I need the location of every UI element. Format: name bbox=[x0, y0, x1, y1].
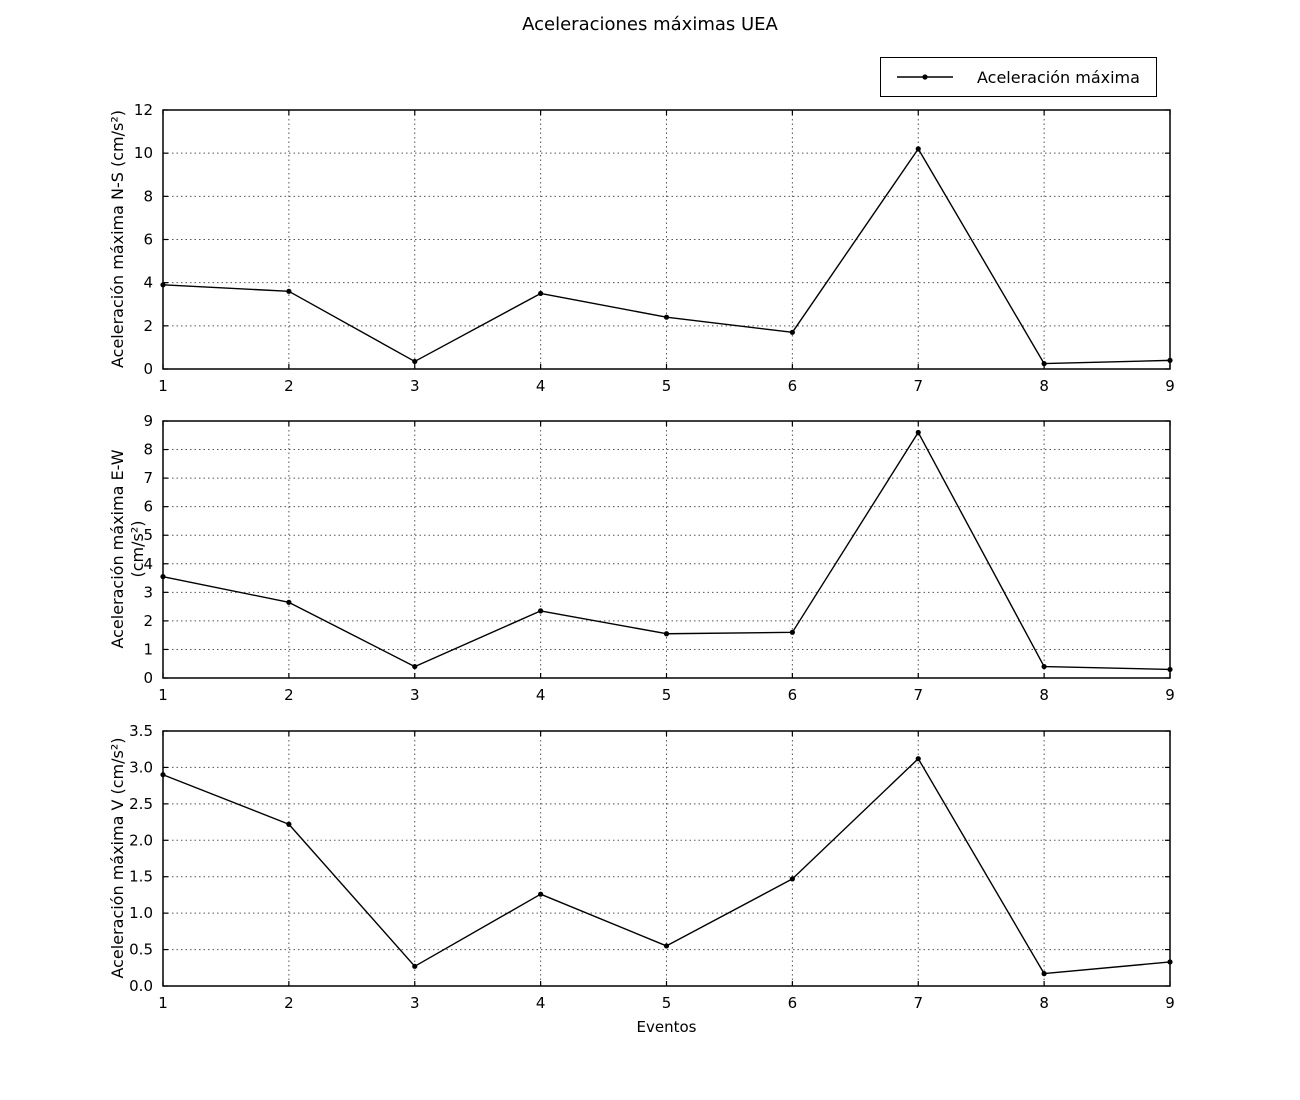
x-tick-label: 9 bbox=[1165, 377, 1175, 395]
y-tick-label: 6 bbox=[143, 231, 153, 249]
plot-background bbox=[163, 421, 1170, 678]
x-tick-label: 6 bbox=[788, 686, 798, 704]
data-point bbox=[286, 821, 292, 827]
y-tick-label: 2 bbox=[143, 612, 153, 630]
data-point bbox=[915, 756, 921, 762]
y-tick-label: 9 bbox=[143, 412, 153, 430]
chart-title: Aceleraciones máximas UEA bbox=[522, 14, 778, 35]
y-tick-label: 3.0 bbox=[129, 758, 153, 776]
x-tick-label: 3 bbox=[410, 686, 420, 704]
y-tick-label: 2.5 bbox=[129, 795, 153, 813]
x-tick-label: 7 bbox=[913, 994, 923, 1012]
y-tick-label: 2.0 bbox=[129, 831, 153, 849]
x-tick-label: 4 bbox=[536, 377, 546, 395]
y-tick-label: 0 bbox=[143, 669, 153, 687]
data-point bbox=[1041, 663, 1047, 670]
y-tick-label: 4 bbox=[143, 274, 153, 292]
x-tick-label: 2 bbox=[284, 994, 294, 1012]
x-tick-label: 2 bbox=[284, 377, 294, 395]
x-tick-label: 2 bbox=[284, 686, 294, 704]
y-tick-label: 4 bbox=[143, 555, 153, 573]
x-tick-label: 9 bbox=[1165, 686, 1175, 704]
legend: Aceleración máxima bbox=[880, 57, 1157, 97]
x-tick-label: 5 bbox=[662, 686, 672, 704]
x-tick-label: 8 bbox=[1039, 994, 1049, 1012]
data-point bbox=[789, 876, 795, 882]
x-tick-label: 6 bbox=[788, 377, 798, 395]
x-tick-label: 6 bbox=[788, 994, 798, 1012]
data-point bbox=[412, 963, 418, 969]
data-point bbox=[538, 891, 544, 897]
data-point bbox=[1041, 361, 1047, 367]
y-tick-label: 0.5 bbox=[129, 941, 153, 959]
x-tick-label: 8 bbox=[1039, 686, 1049, 704]
y-tick-label: 3 bbox=[143, 583, 153, 601]
subplot-3: 1 2 3 4 5 6 7 8 9 0.0 0.5 1.0 1.5 2.0 2.5 3.0 3.5 bbox=[129, 722, 1175, 1012]
y-tick-label: 0 bbox=[143, 360, 153, 378]
data-point bbox=[663, 314, 670, 320]
x-tick-label: 8 bbox=[1039, 377, 1049, 395]
y-tick-label: 1 bbox=[143, 640, 153, 658]
data-point bbox=[538, 608, 544, 614]
data-point bbox=[915, 429, 921, 436]
data-point bbox=[663, 631, 670, 637]
x-tick-label: 7 bbox=[913, 377, 923, 395]
y-tick-label: 3.5 bbox=[129, 722, 153, 740]
y-tick-label: 12 bbox=[134, 101, 153, 119]
x-tick-label: 1 bbox=[158, 686, 168, 704]
x-tick-label: 1 bbox=[158, 377, 168, 395]
x-tick-label: 1 bbox=[158, 994, 168, 1012]
data-point bbox=[663, 943, 670, 949]
data-point bbox=[538, 290, 544, 297]
x-tick-label: 4 bbox=[536, 686, 546, 704]
y-tick-label: 0.0 bbox=[129, 977, 153, 995]
x-tick-label: 7 bbox=[913, 686, 923, 704]
data-point bbox=[1041, 971, 1047, 977]
data-point bbox=[286, 599, 292, 605]
data-point bbox=[789, 329, 795, 335]
y-tick-label: 8 bbox=[143, 187, 153, 205]
x-axis-label: Eventos bbox=[636, 1018, 697, 1036]
x-tick-label: 5 bbox=[662, 377, 672, 395]
y-tick-label: 7 bbox=[143, 469, 153, 487]
y-tick-label: 1.0 bbox=[129, 904, 153, 922]
x-tick-label: 4 bbox=[536, 994, 546, 1012]
y-tick-label: 6 bbox=[143, 498, 153, 516]
data-point bbox=[915, 146, 921, 152]
x-tick-label: 3 bbox=[410, 377, 420, 395]
data-point bbox=[286, 288, 292, 294]
x-tick-label: 5 bbox=[662, 994, 672, 1012]
x-tick-label: 3 bbox=[410, 994, 420, 1012]
legend-label: Aceleración máxima bbox=[977, 67, 1140, 87]
data-point bbox=[412, 663, 418, 670]
data-point bbox=[412, 358, 418, 365]
data-point bbox=[789, 629, 795, 635]
y-tick-label: 5 bbox=[143, 526, 153, 544]
y-tick-label: 1.5 bbox=[129, 868, 153, 886]
y-tick-label: 8 bbox=[143, 441, 153, 459]
x-tick-label: 9 bbox=[1165, 994, 1175, 1012]
legend-line-sample-icon bbox=[897, 74, 953, 80]
y-tick-label: 10 bbox=[134, 144, 153, 162]
y-tick-label: 2 bbox=[143, 317, 153, 335]
